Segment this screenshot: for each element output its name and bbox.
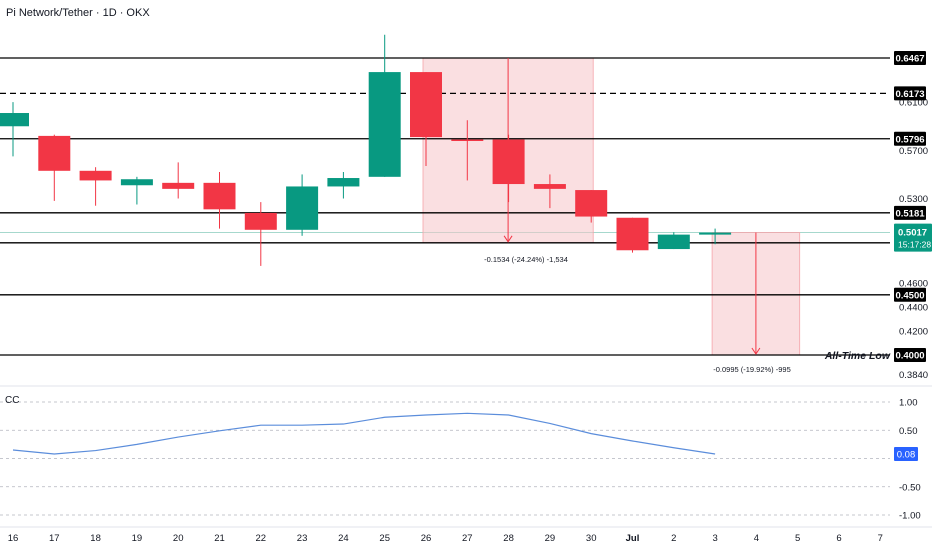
- cc-tick-label: -0.50: [899, 482, 921, 493]
- level-badge-0.6173: [894, 86, 926, 101]
- time-tick-label: 18: [90, 533, 101, 544]
- price-tick-label: 0.4200: [899, 326, 928, 337]
- measure1-label: -0.1534 (-24.24%) -1,534: [484, 255, 568, 264]
- measure-arrows: [503, 58, 761, 355]
- price-tick-label: 0.3840: [899, 370, 928, 381]
- time-tick-label: 17: [49, 533, 60, 544]
- measure-arrowhead-1: [503, 235, 513, 243]
- price-tick-label: 0.4600: [899, 278, 928, 289]
- time-tick-label: 19: [132, 533, 143, 544]
- time-tick-label: 4: [754, 533, 759, 544]
- candle-body-25: [368, 72, 401, 177]
- level-badge-label: 0.5796: [895, 134, 924, 145]
- time-tick-label: 5: [795, 533, 800, 544]
- time-tick-label: 30: [586, 533, 597, 544]
- measure-arrowhead-2: [751, 347, 761, 355]
- horizontal-levels: [0, 57, 890, 356]
- cc-current-badge: [894, 446, 918, 461]
- level-badge-0.5796: [894, 131, 926, 146]
- measure2-label: -0.0995 (-19.92%) -995: [713, 365, 791, 374]
- price-tick-label: 0.5300: [899, 194, 928, 205]
- countdown-label: 15:17:28: [898, 240, 931, 250]
- time-tick-label: 24: [338, 533, 349, 544]
- candle-body-27: [451, 139, 484, 142]
- level-badge-label: 0.4000: [895, 351, 924, 362]
- candle-body-16: [0, 113, 29, 127]
- candle-body-30: [575, 190, 608, 217]
- candle-body-17: [38, 135, 71, 171]
- level-badge-0.5181: [894, 205, 926, 220]
- candle-body-24: [327, 178, 360, 187]
- time-tick-label: 26: [421, 533, 432, 544]
- cc-tick-label: 1.00: [899, 398, 918, 409]
- level-badge-label: 0.6467: [895, 54, 924, 65]
- time-tick-label: 23: [297, 533, 308, 544]
- time-tick-label: 21: [214, 533, 225, 544]
- candle-body-23: [286, 186, 319, 230]
- time-tick-label: 16: [8, 533, 19, 544]
- candle-body-18: [79, 170, 112, 181]
- candle-body-26: [410, 72, 442, 138]
- time-tick-label: 25: [379, 533, 390, 544]
- candle-body-29: [533, 184, 566, 189]
- time-tick-label: 7: [878, 533, 883, 544]
- indicator-label: CC: [5, 395, 20, 406]
- candle-body-22: [244, 212, 277, 230]
- time-tick-label: 29: [545, 533, 556, 544]
- candle-body-2: [657, 234, 690, 250]
- candle-body-19: [120, 179, 153, 186]
- level-badge-0.6467: [894, 51, 926, 65]
- time-tick-label: 2: [671, 533, 676, 544]
- time-tick-label: 20: [173, 533, 184, 544]
- time-tick-label: 22: [256, 533, 267, 544]
- price-axis: 0.71010.61000.57000.53000.46000.44000.42…: [894, 51, 932, 522]
- cc-indicator-pane: [0, 401, 890, 516]
- candle-body-20: [162, 182, 195, 189]
- candlesticks: [0, 34, 732, 266]
- chart-title: Pi Network/Tether · 1D · OKX: [6, 7, 150, 19]
- candle-body-Jul: [616, 217, 649, 251]
- current-price-badge: [894, 223, 932, 252]
- time-tick-label: 6: [836, 533, 841, 544]
- cc-current-label: 0.08: [897, 449, 916, 460]
- level-badge-label: 0.6173: [895, 89, 924, 100]
- time-tick-label: 3: [712, 533, 717, 544]
- cc-line: [12, 412, 716, 455]
- time-tick-label: 28: [503, 533, 514, 544]
- level-badge-label: 0.5181: [895, 208, 925, 219]
- price-tick-label: 0.5700: [899, 146, 928, 157]
- all-time-low-label: All-Time Low: [824, 350, 891, 362]
- level-badge-label: 0.4500: [895, 290, 924, 301]
- measure-zones: [422, 57, 801, 356]
- cc-tick-label: -1.00: [899, 511, 921, 522]
- time-axis: 16 17 18 19 20 21 22 23 24 25 26 27 28 29 30 Jul 2 3 4 5 6 7: [8, 533, 883, 544]
- time-tick-label: Jul: [626, 533, 640, 544]
- cc-tick-label: 0.50: [899, 426, 918, 437]
- level-badge-0.4500: [894, 287, 926, 302]
- candle-body-3: [699, 232, 732, 235]
- time-tick-label: 27: [462, 533, 473, 544]
- candle-body-21: [203, 182, 236, 210]
- price-tick-label: 0.4400: [899, 302, 928, 313]
- price-tick-label: 0.6100: [899, 98, 928, 109]
- level-badge-0.4000: [894, 348, 926, 362]
- current-price-label: 0.5017: [898, 228, 927, 239]
